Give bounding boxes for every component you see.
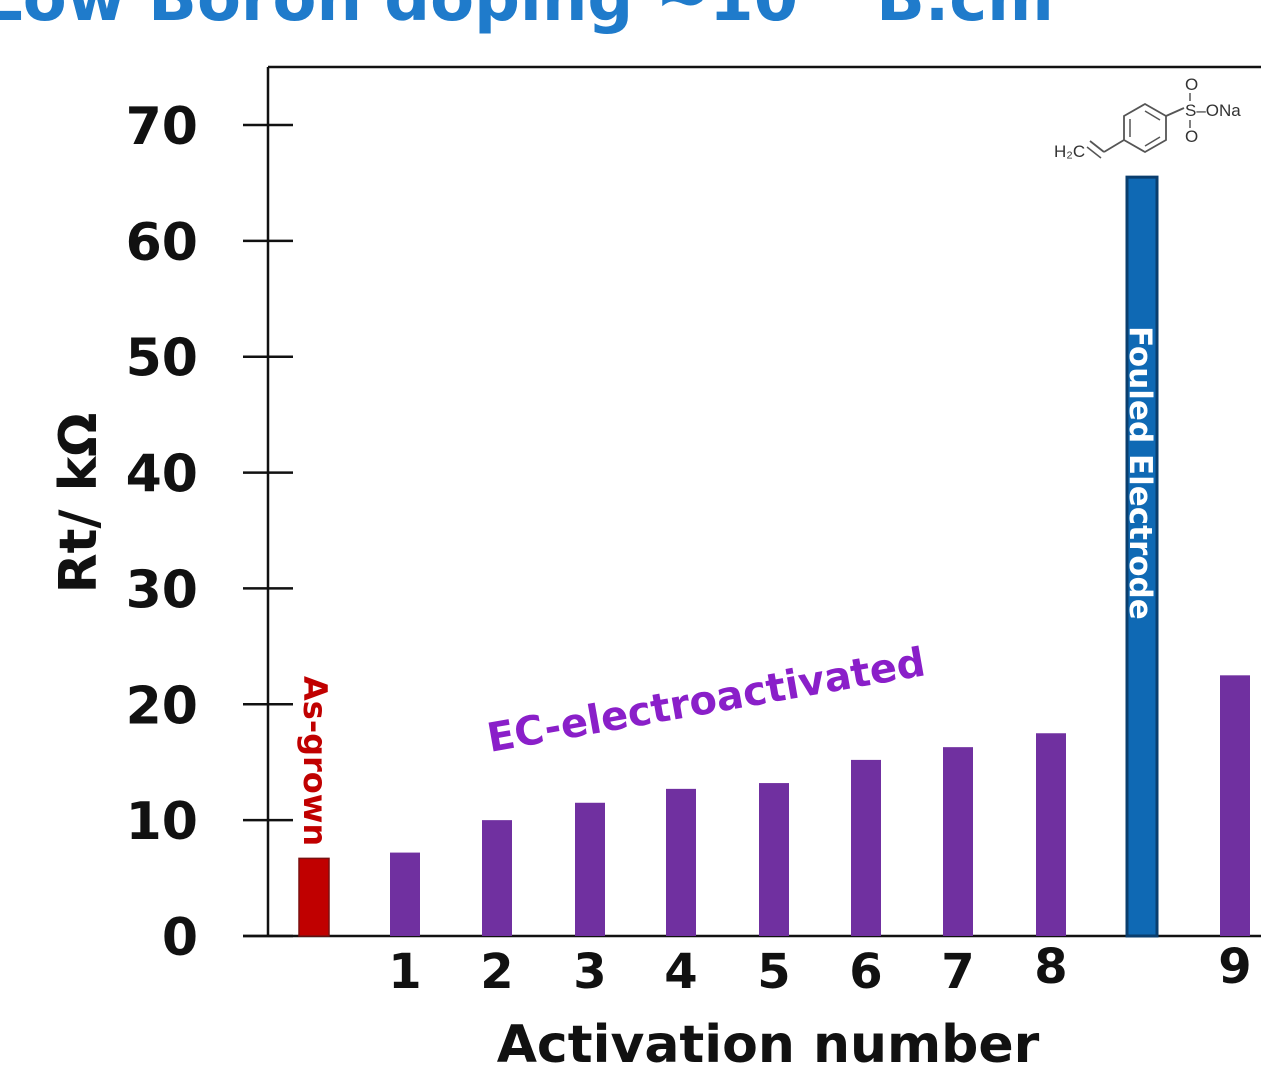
ring-to-sulfur-bond — [1165, 107, 1185, 117]
vinyl-group-label: H₂C — [1054, 142, 1085, 161]
page-title-superscript: 18 — [798, 0, 854, 6]
bar-ec-5 — [759, 783, 789, 936]
x-tick-label: 2 — [480, 944, 513, 1000]
bar-as-grown-0 — [298, 857, 330, 937]
bars — [298, 175, 1250, 938]
x-tick-label: 9 — [1218, 939, 1251, 995]
ring-inner-bond-1 — [1144, 110, 1161, 121]
bar-ec-10 — [1220, 675, 1250, 936]
bar-ec-2 — [482, 820, 512, 936]
y-tick-label: 40 — [126, 445, 198, 505]
bar-ec-3 — [575, 802, 605, 936]
y-tick-label: 20 — [126, 676, 198, 736]
x-tick-label: 1 — [388, 944, 421, 1000]
as-grown-annotation: As-grown — [296, 676, 334, 846]
y-tick-label: 10 — [126, 792, 198, 852]
x-tick-label: 8 — [1034, 939, 1067, 995]
x-tick-label: 5 — [757, 944, 790, 1000]
y-tick-label: 50 — [126, 329, 198, 389]
y-tick-label: 0 — [162, 908, 198, 968]
molecule-structure: H₂C S–ONa O O — [1054, 75, 1241, 161]
bar-ec-6 — [851, 759, 881, 936]
x-tick-label: 7 — [941, 944, 974, 1000]
y-axis-ticks: 0 10 20 30 40 50 60 70 — [126, 97, 293, 968]
bar-ec-1 — [390, 852, 420, 936]
oxygen-top-label: O — [1185, 75, 1198, 94]
x-tick-label: 3 — [573, 944, 606, 1000]
page-title-tail: B.cm — [854, 0, 1054, 36]
fouled-electrode-annotation: Fouled Electrode — [1122, 326, 1158, 620]
y-tick-label: 30 — [126, 560, 198, 620]
sulfonate-group-label: S–ONa — [1185, 101, 1241, 120]
x-tick-label: 4 — [664, 944, 697, 1000]
oxygen-bottom-label: O — [1185, 127, 1198, 146]
vinyl-bond-1 — [1103, 139, 1125, 153]
page-title-main: Low Boron doping ~10 — [0, 0, 798, 36]
y-tick-label: 60 — [126, 213, 198, 273]
x-tick-label: 6 — [849, 944, 882, 1000]
x-axis-title: Activation number — [497, 1015, 1040, 1073]
ring-inner-bond-2 — [1144, 136, 1161, 147]
bar-ec-7 — [943, 747, 973, 936]
y-axis-title: Rt/ kΩ — [49, 413, 109, 594]
vinyl-double-bond — [1089, 140, 1105, 153]
y-tick-label: 70 — [126, 97, 198, 157]
ec-electroactivated-annotation: EC-electroactivated — [484, 639, 929, 761]
bar-ec-4 — [666, 788, 696, 936]
vinyl-double-bond-2 — [1086, 146, 1102, 159]
x-axis-tick-labels: 1 2 3 4 5 6 7 8 9 — [388, 939, 1251, 1000]
bar-ec-8 — [1036, 733, 1066, 936]
bar-fouled-9 — [1125, 175, 1159, 938]
page-title: Low Boron doping ~1018 B.cm — [0, 0, 1054, 36]
